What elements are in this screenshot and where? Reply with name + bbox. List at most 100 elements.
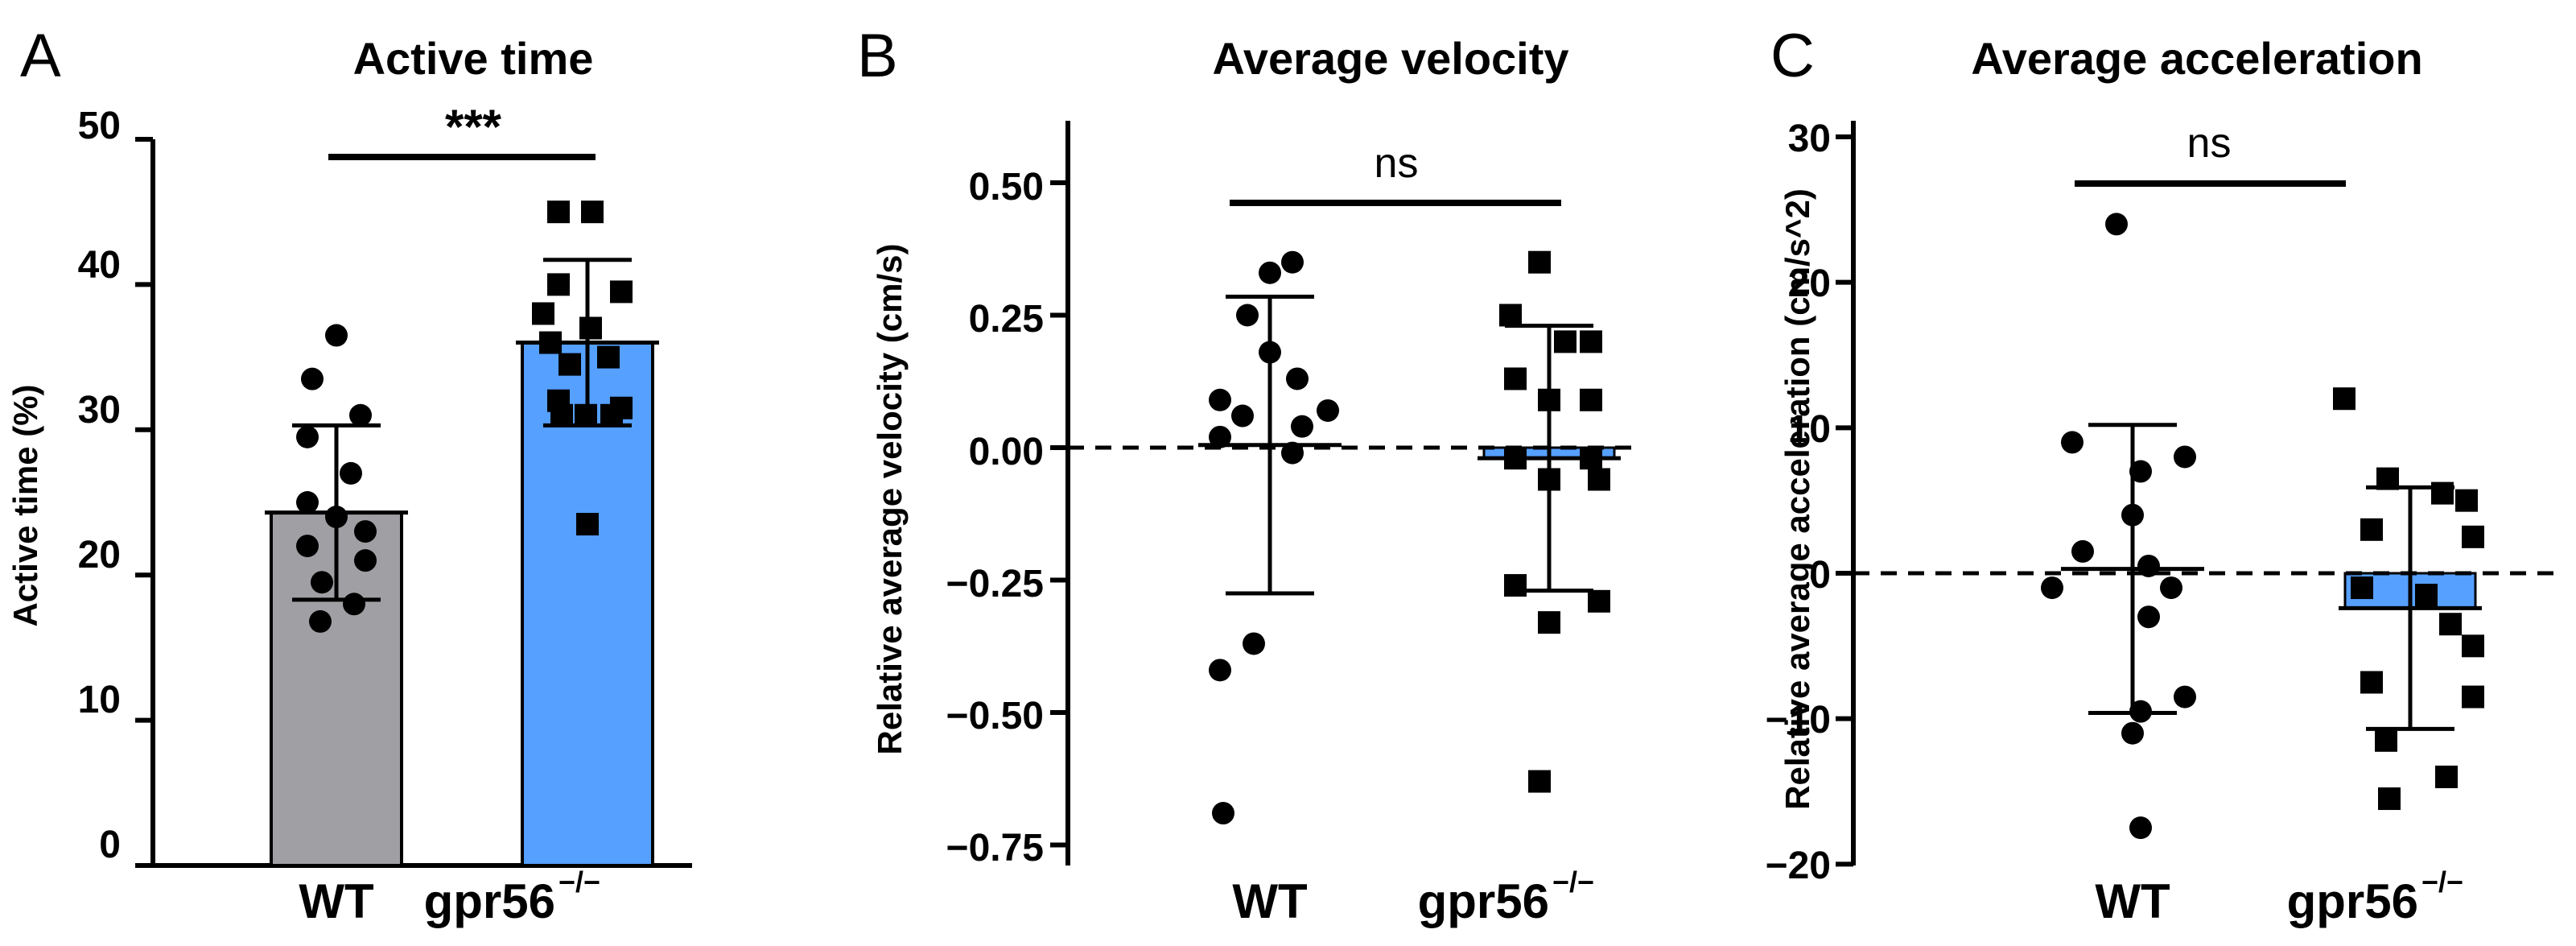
data-point bbox=[1209, 425, 1231, 448]
data-point bbox=[610, 280, 633, 304]
y-tick-label: 0 bbox=[99, 824, 121, 866]
data-point bbox=[1291, 415, 1313, 438]
y-tick-label: 10 bbox=[78, 679, 121, 721]
data-point bbox=[576, 513, 599, 536]
category-label-superscript: −/− bbox=[1552, 865, 1594, 898]
y-tick-label: 0.50 bbox=[969, 166, 1044, 209]
data-point bbox=[354, 520, 377, 543]
panel-letter-a: A bbox=[20, 22, 61, 90]
data-point bbox=[547, 200, 570, 224]
data-point bbox=[1588, 589, 1610, 613]
data-point bbox=[581, 200, 604, 224]
data-point bbox=[2121, 721, 2144, 745]
data-point bbox=[558, 353, 581, 376]
data-point bbox=[2160, 576, 2182, 600]
data-point bbox=[2375, 729, 2397, 752]
y-tick-label: 20 bbox=[1788, 262, 1831, 305]
panel-a-category-labels: WT gpr56 −/− bbox=[299, 865, 600, 928]
data-point bbox=[1231, 404, 1254, 428]
y-tick-label: −20 bbox=[1766, 845, 1831, 887]
data-point bbox=[2333, 387, 2355, 411]
data-point bbox=[1236, 304, 1259, 327]
data-point bbox=[1528, 250, 1551, 274]
y-tick-label: −0.25 bbox=[946, 563, 1044, 605]
panel-c: C Average acceleration Relative average … bbox=[1766, 22, 2463, 928]
data-point bbox=[1212, 802, 1234, 825]
category-label-superscript: −/− bbox=[558, 865, 600, 898]
data-point bbox=[301, 367, 324, 390]
category-label-wt: WT bbox=[299, 874, 373, 928]
data-point bbox=[1259, 261, 1281, 284]
data-point bbox=[325, 324, 348, 347]
data-point bbox=[2431, 481, 2454, 505]
data-point bbox=[2435, 765, 2458, 788]
data-point bbox=[600, 403, 623, 427]
data-point bbox=[2129, 460, 2152, 483]
panel-b-category-labels: WT gpr56 −/− bbox=[1232, 865, 1594, 928]
significance-label: *** bbox=[445, 100, 502, 154]
data-point bbox=[1554, 330, 1577, 353]
data-point bbox=[1580, 388, 1602, 411]
data-point bbox=[1499, 304, 1522, 327]
data-point bbox=[1209, 659, 1231, 682]
data-point bbox=[1538, 611, 1560, 634]
data-point bbox=[2462, 685, 2484, 708]
data-point bbox=[2174, 685, 2196, 708]
data-point bbox=[296, 425, 319, 448]
y-tick-label: 10 bbox=[1788, 408, 1831, 451]
panel-b-y-axis-label: Relative average velocity (cm/s) bbox=[871, 243, 909, 754]
category-label-gpr56: gpr56 bbox=[2287, 874, 2418, 928]
data-point bbox=[296, 535, 319, 558]
y-tick-label: 0 bbox=[1809, 554, 1831, 597]
data-point bbox=[547, 273, 570, 296]
data-point bbox=[2137, 605, 2160, 629]
category-label-wt: WT bbox=[1232, 874, 1307, 928]
data-point bbox=[550, 403, 573, 427]
y-tick-label: −10 bbox=[1766, 699, 1831, 742]
y-tick-label: 40 bbox=[78, 244, 121, 287]
data-point bbox=[579, 316, 602, 340]
data-point bbox=[1588, 468, 1610, 491]
data-point bbox=[1528, 770, 1551, 793]
data-point bbox=[1286, 367, 1309, 390]
panel-a: A Active time Active time (%) 50 40 30 2… bbox=[6, 22, 600, 928]
data-point bbox=[2174, 445, 2196, 469]
y-tick-label: 50 bbox=[78, 105, 121, 147]
data-point bbox=[597, 345, 620, 369]
data-point bbox=[2462, 525, 2484, 548]
data-point bbox=[1504, 574, 1527, 597]
data-point bbox=[2439, 613, 2462, 636]
data-point bbox=[2455, 489, 2478, 512]
panel-b-y-tick-labels: 0.50 0.25 0.00 −0.25 −0.50 −0.75 bbox=[946, 166, 1044, 870]
data-point bbox=[2351, 576, 2373, 600]
bar bbox=[521, 341, 654, 867]
y-tick-label: 20 bbox=[78, 534, 121, 576]
data-point bbox=[343, 593, 365, 616]
data-point bbox=[311, 571, 333, 594]
panel-b: B Average velocity Relative average velo… bbox=[857, 22, 1594, 928]
data-point bbox=[340, 461, 362, 485]
category-label-gpr56: gpr56 bbox=[424, 874, 555, 928]
y-tick-label: −0.50 bbox=[946, 695, 1044, 737]
panel-c-y-tick-labels: 30 20 10 0 −10 −20 bbox=[1766, 118, 1831, 887]
category-label-gpr56: gpr56 bbox=[1418, 874, 1549, 928]
panel-a-y-axis-label: Active time (%) bbox=[6, 384, 44, 626]
data-point bbox=[2105, 213, 2128, 236]
category-label-superscript: −/− bbox=[2421, 865, 2463, 898]
data-point bbox=[2071, 539, 2094, 563]
data-point bbox=[1580, 330, 1602, 353]
data-point bbox=[2360, 518, 2383, 541]
y-tick-label: 30 bbox=[1788, 118, 1831, 160]
panel-a-title: Active time bbox=[353, 33, 594, 84]
data-point bbox=[1504, 367, 1527, 390]
data-point bbox=[1243, 632, 1265, 655]
data-point bbox=[2462, 634, 2484, 658]
y-tick-label: 0.25 bbox=[969, 298, 1044, 341]
panel-b-title: Average velocity bbox=[1212, 33, 1568, 84]
data-point bbox=[349, 403, 372, 427]
data-point bbox=[354, 549, 377, 572]
data-point bbox=[296, 491, 319, 514]
panel-letter-b: B bbox=[857, 22, 898, 90]
data-point bbox=[2360, 671, 2383, 694]
y-tick-label: 30 bbox=[78, 389, 121, 432]
